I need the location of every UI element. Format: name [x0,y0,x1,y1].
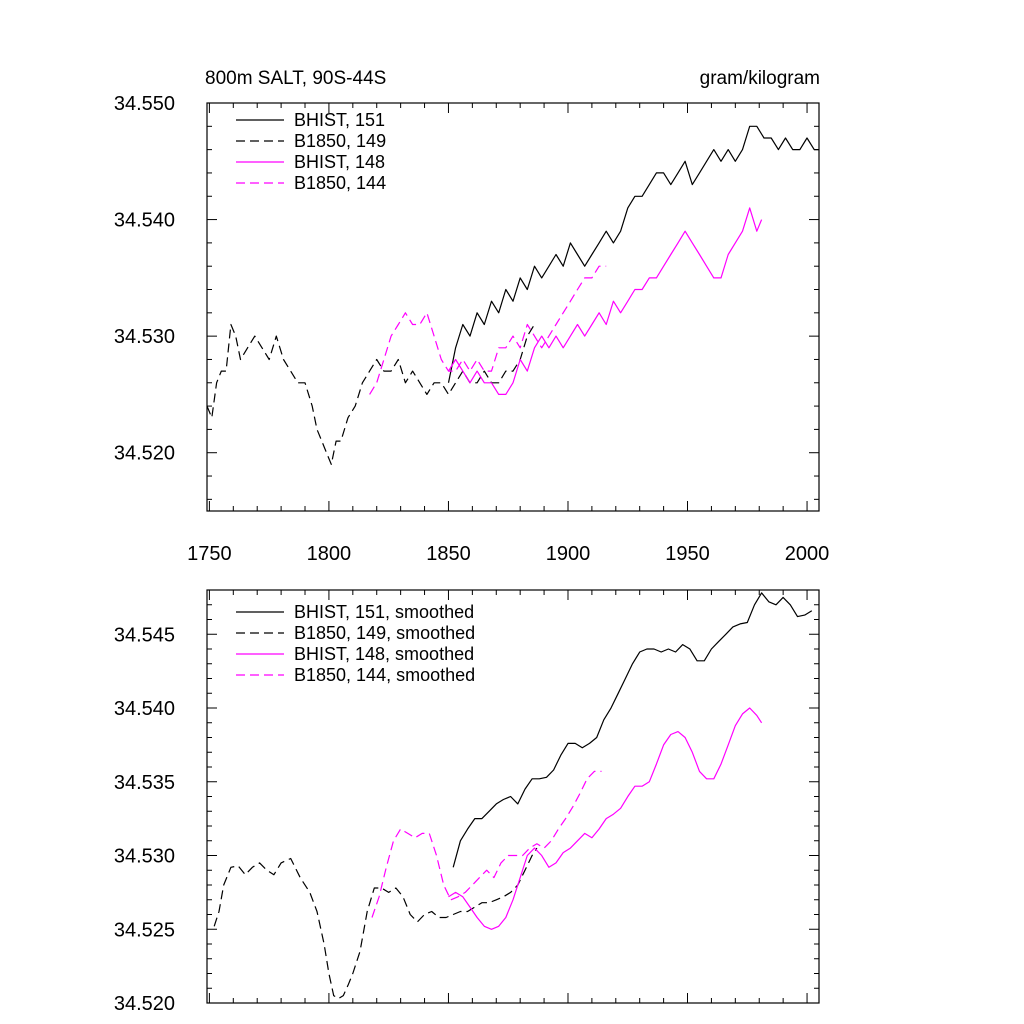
legend-label-2: B1850, 149 [294,131,386,151]
y-tick-label: 34.535 [114,772,175,794]
legend-label-2: B1850, 149, smoothed [294,623,475,643]
legend-label-1: BHIST, 151, smoothed [294,602,474,622]
y-tick-label: 34.530 [114,326,175,348]
x-tick-label: 1800 [307,543,352,565]
panel1-title-left: 800m SALT, 90S-44S [205,68,386,89]
y-tick-label: 34.520 [114,443,175,465]
series-line-4 [371,770,602,918]
x-tick-label: 1900 [546,543,591,565]
x-tick-label: 1850 [426,543,471,565]
y-tick-label: 34.540 [114,698,175,720]
legend-label-1: BHIST, 151 [294,110,385,130]
series-line-1 [447,125,819,383]
legend-label-4: B1850, 144, smoothed [294,665,475,685]
series-line-1 [452,592,813,868]
panel1-title-right: gram/kilogram [700,68,820,89]
y-tick-label: 34.550 [114,93,175,115]
y-tick-label: 34.540 [114,210,175,232]
series-line-3 [448,707,763,930]
x-tick-label: 1750 [187,543,232,565]
y-tick-label: 34.545 [114,624,175,646]
x-tick-label: 2000 [785,543,830,565]
series-line-3 [447,207,763,395]
legend-label-4: B1850, 144 [294,173,386,193]
series-line-2 [207,323,536,465]
legend-label-3: BHIST, 148, smoothed [294,644,474,664]
y-tick-label: 34.525 [114,919,175,941]
plot-frame [206,102,820,512]
x-tick-label: 1950 [665,543,710,565]
legend-label-3: BHIST, 148 [294,152,385,172]
series-line-4 [369,265,607,395]
series-line-2 [213,847,538,1000]
y-tick-label: 34.530 [114,846,175,868]
bottom-panel: 34.520 34.525 34.530 34.535 34.540 34.545 BHIS… [114,589,820,1015]
y-tick-label: 34.520 [114,993,175,1015]
top-panel: 1750 1800 1850 1900 1950 2000 34.520 34.530 34.5… [114,93,829,565]
